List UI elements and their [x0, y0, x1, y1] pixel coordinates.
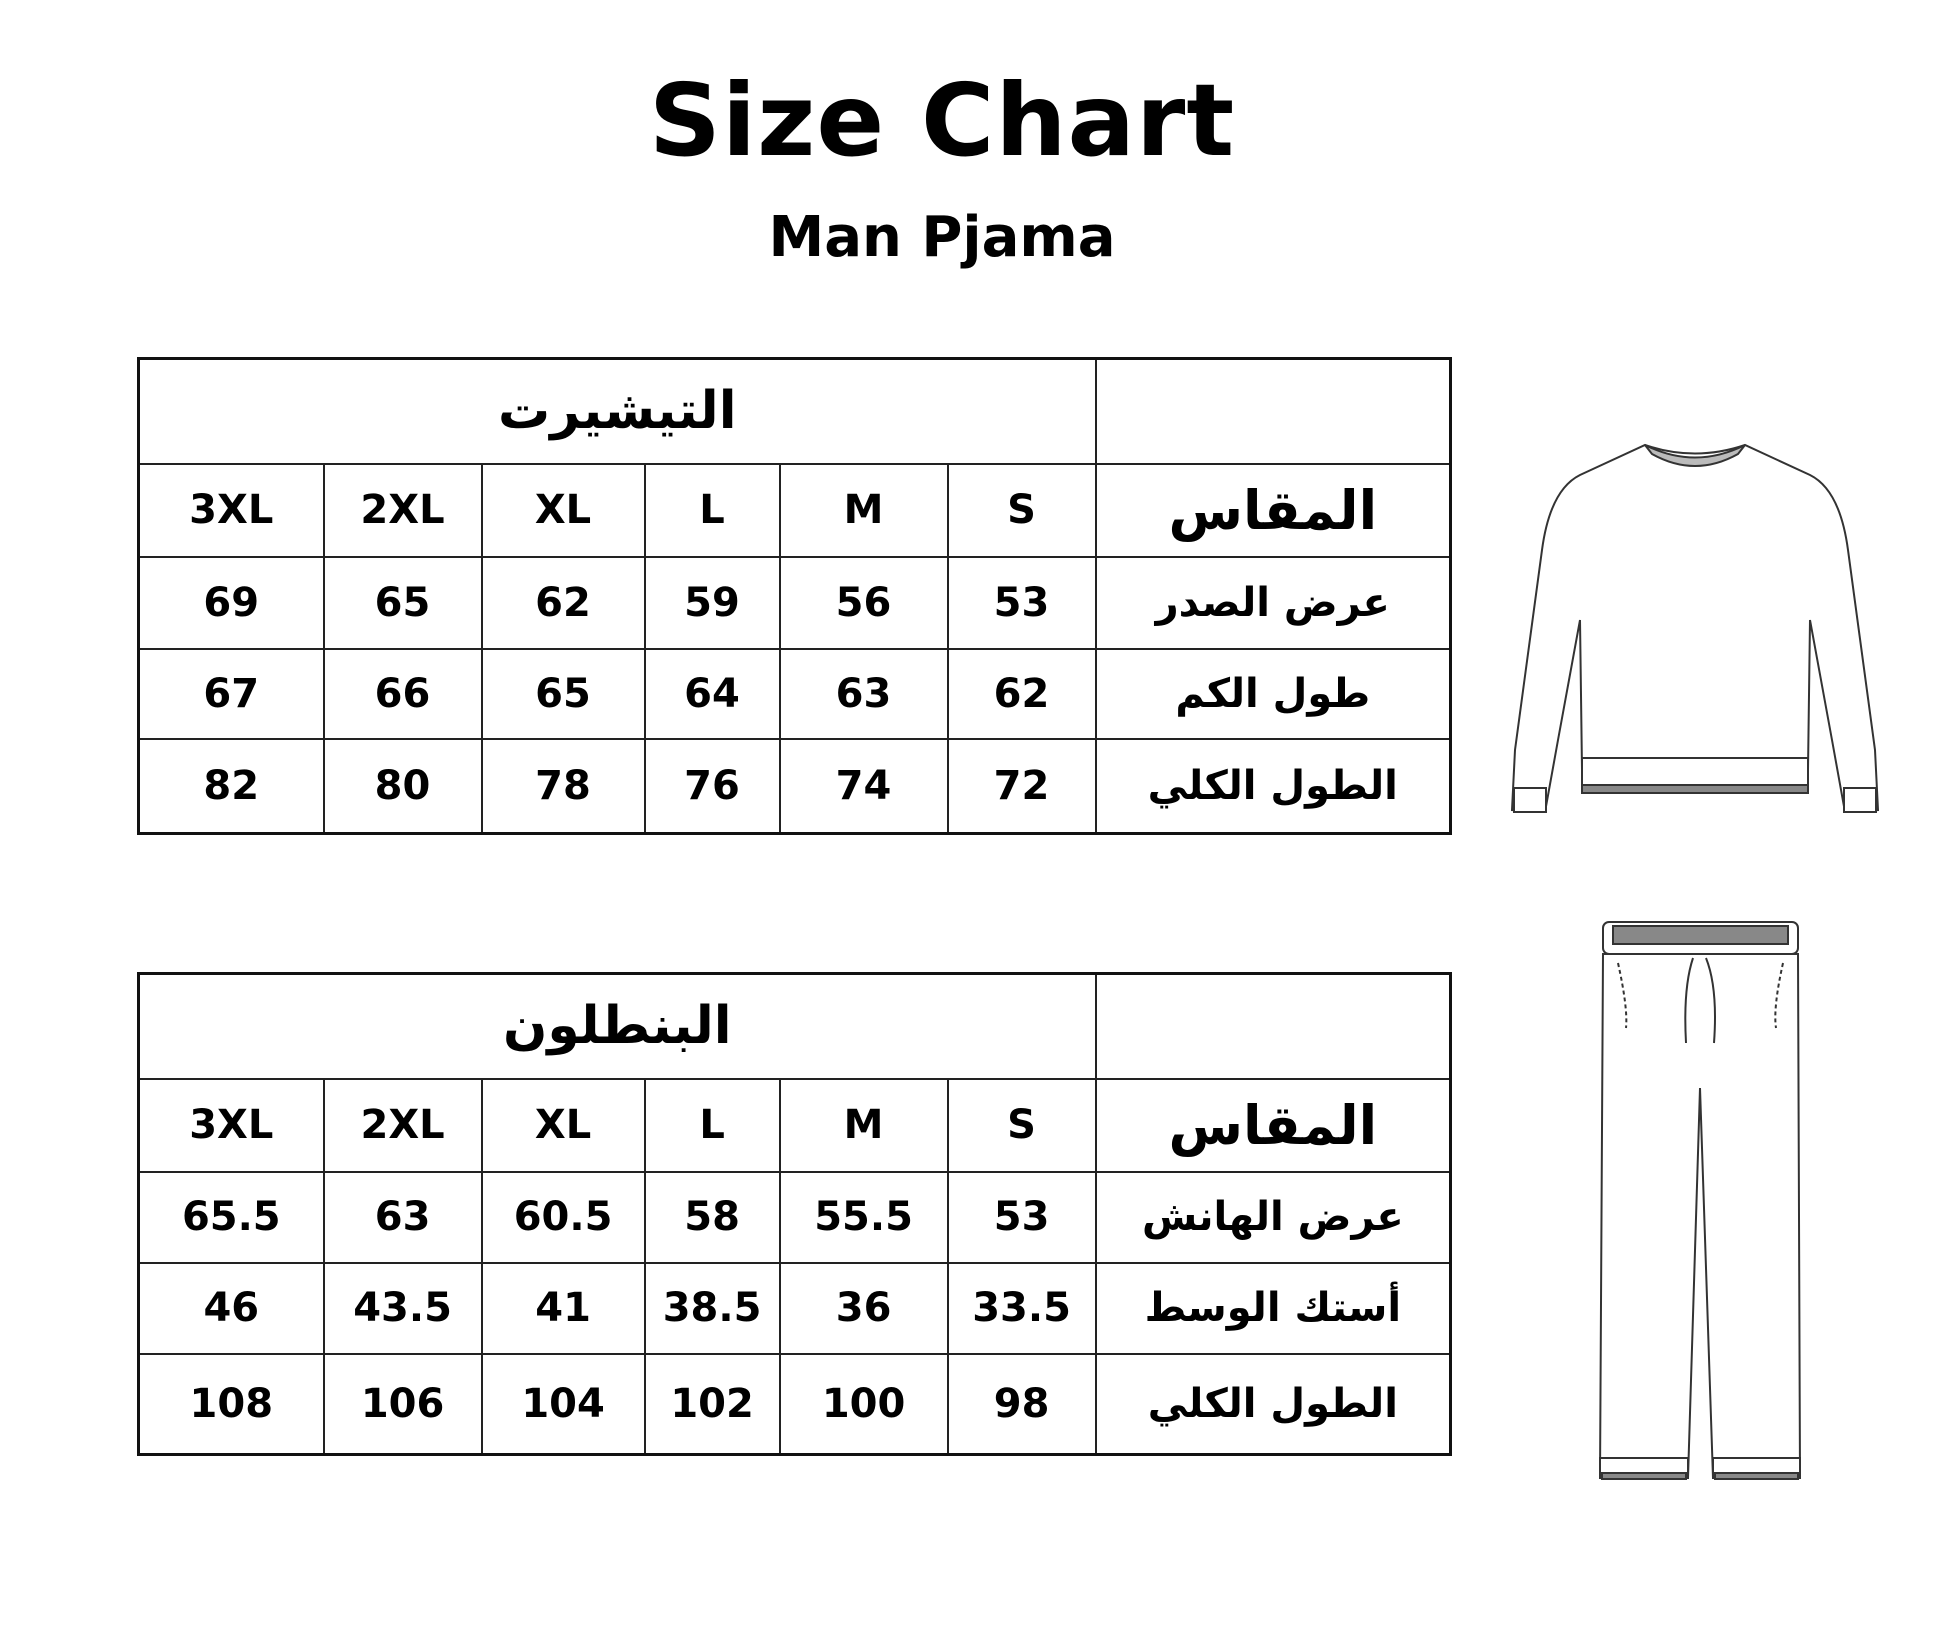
size-header: 2XL	[322, 1077, 483, 1173]
cell: 41	[480, 1261, 646, 1355]
table-row: الطول الكلي 98 100 102 104 106 108	[137, 1352, 1452, 1456]
size-header: XL	[480, 1077, 646, 1173]
group-title: البنطلون	[137, 972, 1097, 1080]
cell: 74	[778, 737, 949, 835]
cell: 82	[137, 737, 325, 835]
cell: 46	[137, 1261, 325, 1355]
cell: 62	[946, 647, 1097, 740]
size-label: المقاس	[1094, 462, 1452, 558]
empty-corner-cell	[1094, 972, 1452, 1080]
size-header: M	[778, 1077, 949, 1173]
table-row: عرض الهانش 53 55.5 58 60.5 63 65.5	[137, 1170, 1452, 1264]
row-label: عرض الصدر	[1094, 555, 1452, 650]
cell: 62	[480, 555, 646, 650]
pants-size-table: البنطلون المقاس S M L XL 2XL 3XL عرض اله…	[137, 972, 1453, 1456]
size-header: S	[946, 1077, 1097, 1173]
cell: 59	[643, 555, 781, 650]
cell: 106	[322, 1352, 483, 1456]
table-row: الطول الكلي 72 74 76 78 80 82	[137, 737, 1452, 835]
cell: 102	[643, 1352, 781, 1456]
cell: 36	[778, 1261, 949, 1355]
cell: 56	[778, 555, 949, 650]
size-header: L	[643, 462, 781, 558]
cell: 78	[480, 737, 646, 835]
cell: 55.5	[778, 1170, 949, 1264]
row-label: أستك الوسط	[1094, 1261, 1452, 1355]
cell: 53	[946, 555, 1097, 650]
cell: 38.5	[643, 1261, 781, 1355]
size-header: 3XL	[137, 462, 325, 558]
cell: 60.5	[480, 1170, 646, 1264]
cell: 108	[137, 1352, 325, 1456]
cell: 33.5	[946, 1261, 1097, 1355]
cell: 67	[137, 647, 325, 740]
size-header: M	[778, 462, 949, 558]
page-title: Size Chart	[648, 62, 1236, 179]
pants-icon	[1598, 921, 1802, 1480]
size-header: 3XL	[137, 1077, 325, 1173]
size-header: S	[946, 462, 1097, 558]
row-label: طول الكم	[1094, 647, 1452, 740]
cell: 65.5	[137, 1170, 325, 1264]
table-row: طول الكم 62 63 64 65 66 67	[137, 647, 1452, 740]
cell: 104	[480, 1352, 646, 1456]
cell: 58	[643, 1170, 781, 1264]
cell: 98	[946, 1352, 1097, 1456]
cell: 63	[322, 1170, 483, 1264]
tshirt-size-table: التيشيرت المقاس S M L XL 2XL 3XL عرض الص…	[137, 357, 1453, 835]
cell: 80	[322, 737, 483, 835]
size-header: L	[643, 1077, 781, 1173]
page-subtitle: Man Pjama	[768, 205, 1116, 270]
cell: 76	[643, 737, 781, 835]
size-header: 2XL	[322, 462, 483, 558]
table-row: أستك الوسط 33.5 36 38.5 41 43.5 46	[137, 1261, 1452, 1355]
table-row: عرض الصدر 53 56 59 62 65 69	[137, 555, 1452, 650]
cell: 100	[778, 1352, 949, 1456]
row-label: عرض الهانش	[1094, 1170, 1452, 1264]
cell: 43.5	[322, 1261, 483, 1355]
empty-corner-cell	[1094, 357, 1452, 465]
row-label: الطول الكلي	[1094, 737, 1452, 835]
group-title: التيشيرت	[137, 357, 1097, 465]
sweatshirt-icon	[1510, 443, 1880, 814]
cell: 63	[778, 647, 949, 740]
size-label: المقاس	[1094, 1077, 1452, 1173]
size-header: XL	[480, 462, 646, 558]
row-label: الطول الكلي	[1094, 1352, 1452, 1456]
cell: 53	[946, 1170, 1097, 1264]
cell: 64	[643, 647, 781, 740]
cell: 65	[322, 555, 483, 650]
cell: 65	[480, 647, 646, 740]
cell: 72	[946, 737, 1097, 835]
cell: 66	[322, 647, 483, 740]
cell: 69	[137, 555, 325, 650]
